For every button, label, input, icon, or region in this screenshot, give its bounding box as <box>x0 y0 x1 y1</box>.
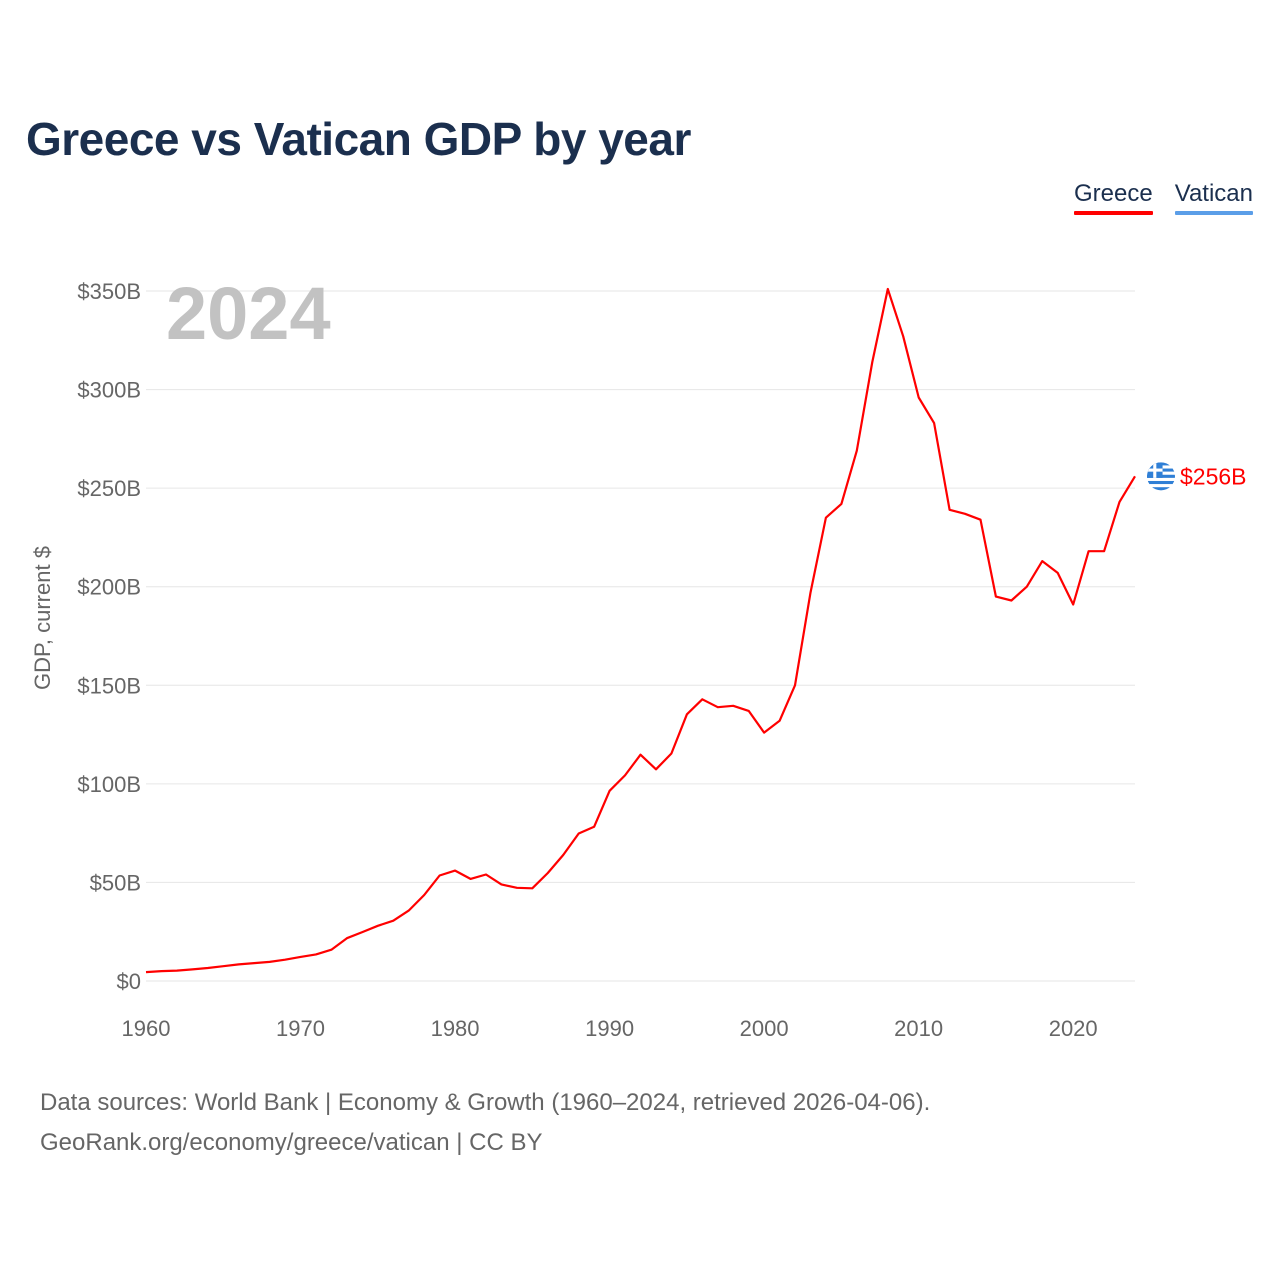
x-tick-label: 1980 <box>431 1016 480 1041</box>
gridlines <box>146 290 1135 982</box>
y-axis-title: GDP, current $ <box>30 546 55 690</box>
x-tick-label: 2020 <box>1049 1016 1098 1041</box>
x-tick-label: 2010 <box>894 1016 943 1041</box>
y-tick-label: $250B <box>77 476 141 501</box>
y-axis-ticks: $0 $50B $100B $150B $200B $250B $300B $350B <box>77 279 141 994</box>
y-tick-label: $50B <box>90 870 141 895</box>
x-axis-ticks: 1960 1970 1980 1990 2000 2010 2020 <box>122 1016 1098 1041</box>
end-value-label: $256B <box>1180 463 1247 489</box>
legend-swatch-vatican <box>1174 211 1253 215</box>
footer: Data sources: World Bank | Economy & Gro… <box>40 1083 930 1163</box>
legend: Greece Vatican <box>1074 180 1253 215</box>
y-tick-label: $350B <box>77 279 141 304</box>
greece-flag-icon <box>1147 462 1175 491</box>
y-tick-label: $150B <box>77 673 141 698</box>
x-tick-label: 1990 <box>585 1016 634 1041</box>
y-tick-label: $300B <box>77 378 141 403</box>
legend-item-greece[interactable]: Greece <box>1074 180 1153 215</box>
x-tick-label: 1960 <box>122 1016 171 1041</box>
series-line-greece[interactable] <box>145 287 1136 974</box>
footer-link[interactable]: GeoRank.org/economy/greece/vatican | CC … <box>40 1129 543 1156</box>
y-tick-label: $200B <box>77 575 141 600</box>
legend-label-greece: Greece <box>1074 180 1153 207</box>
footer-sources: Data sources: World Bank | Economy & Gro… <box>40 1089 931 1116</box>
legend-label-vatican: Vatican <box>1174 180 1253 207</box>
year-watermark: 2024 <box>166 272 331 355</box>
legend-swatch-greece <box>1074 211 1153 215</box>
x-tick-label: 2000 <box>740 1016 789 1041</box>
series-lines <box>145 287 1136 974</box>
y-tick-label: $100B <box>77 772 141 797</box>
y-tick-label: $0 <box>117 969 141 994</box>
chart-title: Greece vs Vatican GDP by year <box>26 113 691 165</box>
x-tick-label: 1970 <box>276 1016 325 1041</box>
end-marker[interactable]: $256B <box>1147 462 1247 491</box>
legend-item-vatican[interactable]: Vatican <box>1174 180 1253 215</box>
